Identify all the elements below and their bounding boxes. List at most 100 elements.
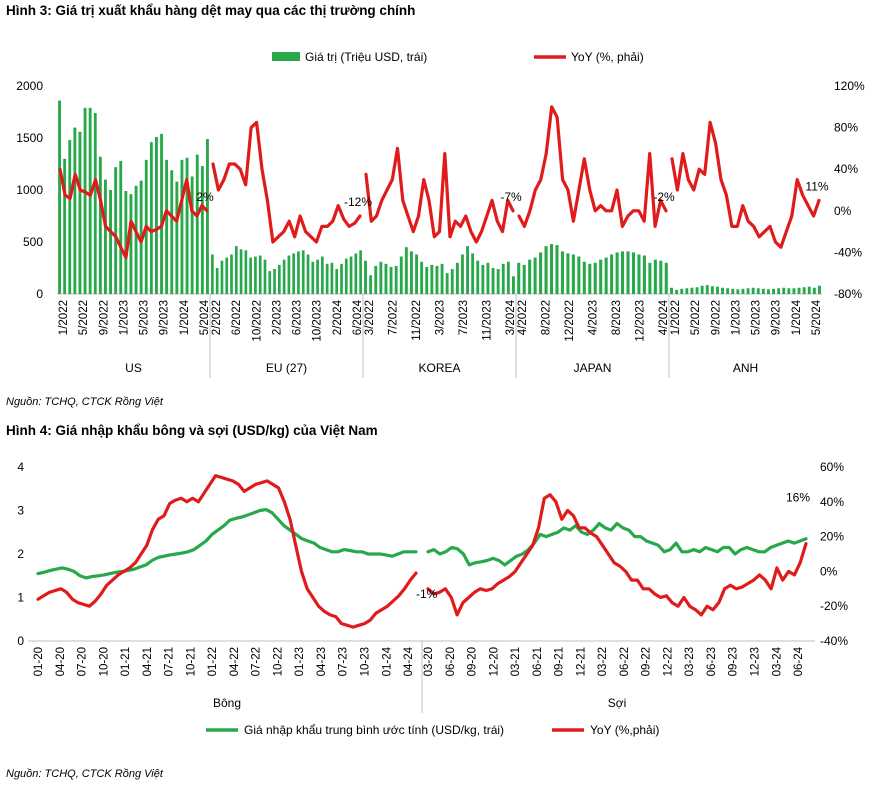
bar <box>374 265 378 294</box>
bar <box>225 257 229 294</box>
bar <box>751 287 755 294</box>
chart1-bars <box>58 100 821 294</box>
bar <box>705 285 709 294</box>
bar <box>695 287 699 294</box>
bar <box>165 159 169 294</box>
x-tick-label: 04-22 <box>229 647 241 676</box>
bar <box>726 288 730 294</box>
bar <box>63 158 67 294</box>
y-left-tick-label: 1 <box>17 591 24 605</box>
bar <box>394 265 398 294</box>
x-tick-label: 8/2022 <box>541 300 553 335</box>
bar <box>119 160 123 294</box>
bar <box>58 100 61 294</box>
bar <box>772 288 775 294</box>
x-tick-label: 06-23 <box>706 647 718 676</box>
y-right-tick-label: 20% <box>820 530 844 544</box>
bar <box>379 261 383 294</box>
bar <box>491 268 495 294</box>
x-tick-label: 01-22 <box>207 647 219 676</box>
bar <box>476 260 480 294</box>
bar <box>180 159 184 294</box>
bar <box>234 246 238 294</box>
bar <box>767 289 770 294</box>
bar <box>648 262 652 294</box>
bar <box>659 260 663 294</box>
bar <box>149 142 153 294</box>
y-left-tick-label: 2000 <box>16 79 43 93</box>
bar <box>555 245 559 294</box>
x-tick-label: 5/2024 <box>811 299 823 335</box>
y-right-tick-label: 120% <box>834 79 865 93</box>
bar <box>129 194 133 294</box>
bar <box>68 140 72 294</box>
bar <box>430 264 434 294</box>
bar <box>311 261 315 294</box>
bar <box>244 250 248 294</box>
bar <box>471 253 475 294</box>
x-tick-label: 10/2022 <box>251 300 263 342</box>
bar <box>736 289 740 294</box>
bar <box>175 181 179 294</box>
bar <box>420 261 424 294</box>
bar <box>731 288 735 294</box>
chart1-yoy-lines <box>58 105 821 260</box>
bar <box>185 157 189 294</box>
group-label: EU (27) <box>266 361 307 375</box>
bar <box>756 288 760 294</box>
bar <box>440 263 444 294</box>
y-right-tick-label: 0% <box>820 564 838 578</box>
x-tick-label: 12/2022 <box>564 300 576 342</box>
bar <box>78 131 82 294</box>
yoy-end-label: -7% <box>500 190 522 204</box>
bar <box>680 288 684 294</box>
y-left-tick-label: 3 <box>17 504 24 518</box>
x-tick-label: 07-23 <box>338 647 350 676</box>
bar <box>330 262 334 294</box>
bar <box>588 263 592 294</box>
bar <box>425 266 429 294</box>
x-tick-label: 12/2023 <box>635 300 647 342</box>
yoy-end-label: 2% <box>196 190 214 204</box>
yoy-line <box>364 146 515 244</box>
bar <box>610 254 614 294</box>
bar <box>215 268 219 294</box>
bar <box>615 252 619 294</box>
x-tick-label: 6/2022 <box>231 300 243 335</box>
bar <box>549 244 554 294</box>
bar <box>642 255 646 294</box>
x-tick-label: 01-21 <box>120 647 132 676</box>
y-right-tick-label: -40% <box>834 245 862 259</box>
yoy-line <box>517 105 668 228</box>
x-tick-label: 7/2023 <box>458 300 470 335</box>
group-label: JAPAN <box>574 361 612 375</box>
bar <box>410 251 413 294</box>
x-tick-label: 5/2024 <box>199 299 211 335</box>
x-tick-label: 06-24 <box>793 646 805 676</box>
x-tick-label: 9/2023 <box>159 300 171 335</box>
y-right-tick-label: 0% <box>834 204 852 218</box>
x-tick-label: 01-23 <box>294 647 306 676</box>
yoy-end-label: 11% <box>805 179 828 193</box>
chart2-lines <box>36 474 808 629</box>
bar <box>560 251 564 294</box>
bar <box>344 258 348 294</box>
bar <box>577 256 581 294</box>
bar <box>566 253 570 294</box>
bar <box>258 255 262 294</box>
bar <box>777 288 781 294</box>
bar <box>287 255 291 294</box>
x-tick-label: 9/2022 <box>98 300 110 335</box>
y-left-tick-label: 1000 <box>16 183 43 197</box>
import-price-chart: 0 1 2 3 4 -40% -20% 0% 20% 40% 60% 01-20 04-20 07-20 1… <box>17 460 848 737</box>
bar <box>211 254 214 294</box>
price-line <box>36 507 418 580</box>
y-left-tick-label: 0 <box>17 634 24 648</box>
legend-bar-swatch <box>272 52 300 61</box>
bar <box>98 156 102 294</box>
y-left-tick-label: 4 <box>17 460 24 474</box>
bar <box>263 259 267 294</box>
y-right-tick-label: 80% <box>834 121 858 135</box>
x-tick-label: 04-23 <box>316 647 328 676</box>
x-tick-label: 1/2024 <box>179 299 191 335</box>
